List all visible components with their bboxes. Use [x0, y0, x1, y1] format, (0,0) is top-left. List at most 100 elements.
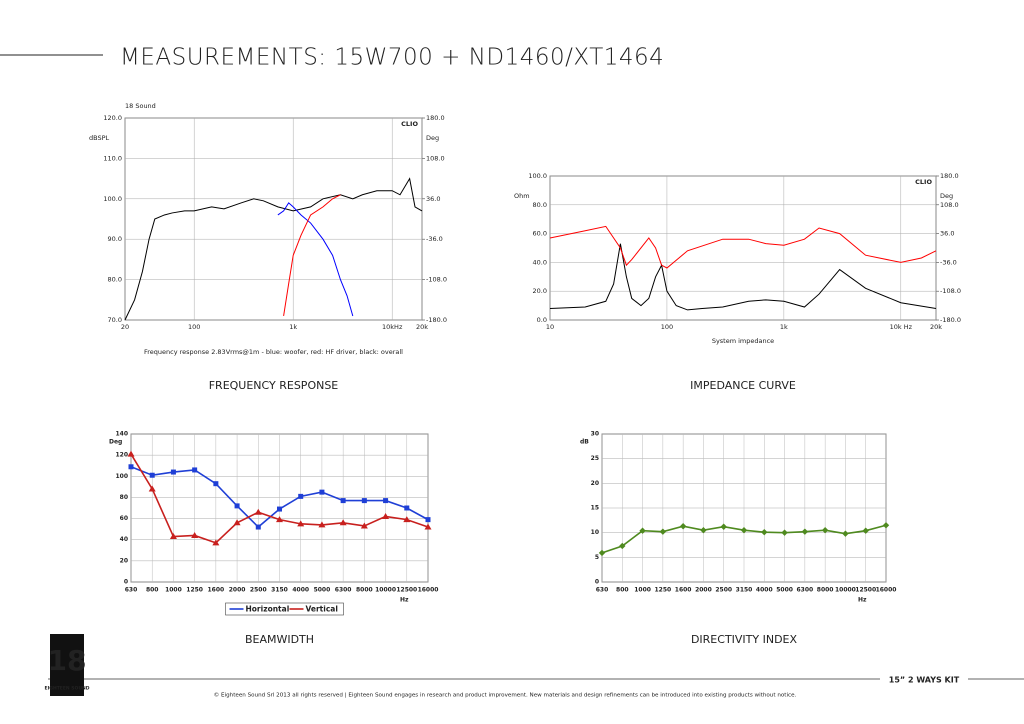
x-tick-label: 2500	[715, 587, 732, 594]
y2-tick-label: 180.0	[426, 114, 445, 122]
y-tick-label: 25	[591, 455, 599, 462]
y-tick-label: 110.0	[103, 154, 122, 162]
y-tick-label: 80.0	[108, 276, 122, 284]
x-tick-label: 4000	[292, 587, 309, 594]
chart-caption: Frequency response 2.83Vrms@1m - blue: w…	[144, 348, 403, 356]
point	[382, 512, 390, 519]
point	[149, 472, 155, 478]
y-axis-label: Ohm	[514, 192, 530, 200]
x-tick-label: 630	[596, 587, 609, 594]
y-tick-label: 70.0	[108, 316, 122, 324]
x-tick-label: 630	[125, 587, 138, 594]
y-tick-label: 40	[120, 536, 128, 543]
point	[170, 469, 176, 475]
x-tick-label: 1250	[186, 587, 203, 594]
x-tick-label: 10000	[375, 587, 396, 594]
plot-area	[124, 117, 423, 321]
x-tick-label: 2000	[229, 587, 246, 594]
source-label: 18 Sound	[125, 102, 156, 110]
x-tick-label: 20k	[416, 323, 428, 331]
point	[277, 506, 282, 512]
x-tick-label: 10000	[835, 587, 856, 594]
point	[842, 530, 849, 537]
x-tick-label: 20k	[930, 323, 942, 331]
x-tick-label: 100	[188, 323, 200, 331]
point	[127, 450, 135, 457]
series-line	[277, 202, 354, 317]
y-tick-label: 90.0	[108, 235, 122, 243]
y-tick-label: 100	[115, 473, 128, 480]
series-line	[549, 225, 937, 269]
x-tick-label: 1k	[780, 323, 788, 331]
x-axis-label: System impedance	[712, 337, 774, 345]
y2-tick-label: -36.0	[940, 258, 957, 266]
y2-tick-label: -108.0	[426, 276, 447, 284]
logo-text: EIGHTEEN SOUND	[45, 686, 90, 692]
y-tick-label: 0.0	[537, 316, 547, 324]
x-tick-label: 1600	[675, 587, 692, 594]
y2-axis-label: Deg	[426, 134, 439, 142]
x-tick-label: 1000	[634, 587, 651, 594]
point	[255, 524, 261, 530]
point	[659, 528, 667, 535]
legend-label: Horizontal	[246, 605, 290, 614]
y-tick-label: 5	[595, 554, 599, 561]
point	[679, 523, 687, 530]
point	[360, 522, 368, 529]
point	[761, 528, 768, 536]
chart-title: BEAMWIDTH	[245, 633, 314, 646]
y2-tick-label: 108.0	[426, 154, 445, 162]
chart-title: DIRECTIVITY INDEX	[691, 633, 798, 646]
point	[297, 520, 305, 527]
point	[781, 529, 788, 536]
series-line	[549, 243, 937, 311]
y-tick-label: 120.0	[103, 114, 122, 122]
watermark: CLIO	[401, 120, 418, 128]
chart-title: IMPEDANCE CURVE	[690, 379, 796, 392]
point	[319, 489, 325, 495]
x-tick-label: 12500	[855, 587, 876, 594]
x-tick-label: 1000	[165, 587, 182, 594]
watermark: CLIO	[915, 178, 932, 186]
point	[720, 523, 727, 530]
y-axis-label: Deg	[109, 439, 122, 446]
x-tick-label: 6300	[335, 587, 352, 594]
x-tick-label: 2500	[250, 587, 267, 594]
x-tick-label: 8000	[356, 587, 373, 594]
y-tick-label: 120	[115, 452, 128, 459]
x-tick-label: 6300	[797, 587, 814, 594]
point	[801, 528, 809, 535]
x-axis-label: Hz	[858, 597, 867, 604]
point	[361, 498, 367, 504]
x-tick-label: 2000	[695, 587, 712, 594]
page-title: MEASUREMENTS: 15W700 + ND1460/XT1464	[120, 45, 664, 71]
logo	[50, 634, 84, 696]
x-tick-label: 20	[121, 323, 129, 331]
x-axis-label: Hz	[400, 597, 409, 604]
chart-title: FREQUENCY RESPONSE	[209, 379, 339, 392]
x-tick-label: 8000	[817, 587, 834, 594]
point	[298, 493, 304, 499]
point	[191, 531, 199, 538]
y2-tick-label: -180.0	[426, 316, 447, 324]
plot-area	[549, 175, 937, 321]
legend-label: Vertical	[306, 605, 338, 614]
point	[639, 527, 646, 534]
y-tick-label: 140	[115, 431, 128, 438]
point	[598, 549, 606, 557]
x-tick-label: 10k Hz	[890, 323, 913, 331]
y-tick-label: 80.0	[533, 201, 547, 209]
y-axis-label: dB	[580, 439, 589, 446]
y-tick-label: 100.0	[528, 172, 547, 180]
y-tick-label: 20.0	[533, 287, 547, 295]
series-line	[124, 177, 423, 321]
point	[254, 508, 262, 515]
y2-tick-label: 180.0	[940, 172, 959, 180]
y-axis-label: dBSPL	[89, 134, 110, 142]
y-tick-label: 20	[120, 557, 128, 564]
y-tick-label: 80	[120, 494, 128, 501]
point	[383, 498, 389, 504]
point	[404, 505, 410, 511]
y-tick-label: 0	[595, 579, 599, 586]
y2-tick-label: -36.0	[426, 235, 443, 243]
